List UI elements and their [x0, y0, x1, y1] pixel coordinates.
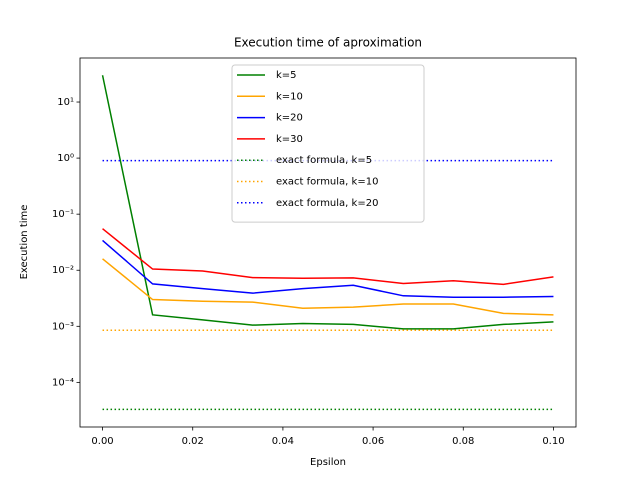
x-tick-label: 0.04 — [272, 436, 294, 447]
x-tick-label: 0.00 — [91, 436, 113, 447]
legend-label: k=30 — [276, 134, 303, 145]
x-tick-label: 0.08 — [452, 436, 474, 447]
y-tick-label: 10⁻³ — [52, 321, 74, 332]
x-tick-label: 0.10 — [542, 436, 564, 447]
y-tick-label: 10¹ — [57, 97, 74, 108]
y-tick-label: 10⁻¹ — [52, 209, 74, 220]
x-tick-label: 0.02 — [182, 436, 204, 447]
chart-title: Execution time of aproximation — [234, 36, 422, 50]
y-axis-label: Execution time — [19, 205, 30, 280]
series-line — [102, 258, 554, 316]
x-tick-label: 0.06 — [362, 436, 384, 447]
y-tick-label: 10⁻⁴ — [52, 377, 74, 388]
series-line — [101, 75, 554, 330]
series-line — [102, 228, 554, 286]
y-tick-label: 10⁻² — [52, 265, 74, 276]
legend-label: k=20 — [276, 113, 303, 124]
legend-label: k=10 — [276, 91, 303, 102]
legend-label: exact formula, k=10 — [276, 177, 378, 188]
series-line — [102, 239, 554, 298]
legend-box — [231, 64, 425, 223]
axes-frame — [79, 57, 577, 428]
x-axis-label: Epsilon — [310, 457, 346, 468]
y-tick-label: 10⁰ — [57, 153, 74, 164]
legend-label: exact formula, k=20 — [276, 198, 378, 209]
legend-label: exact formula, k=5 — [276, 155, 372, 166]
legend-label: k=5 — [276, 70, 297, 81]
